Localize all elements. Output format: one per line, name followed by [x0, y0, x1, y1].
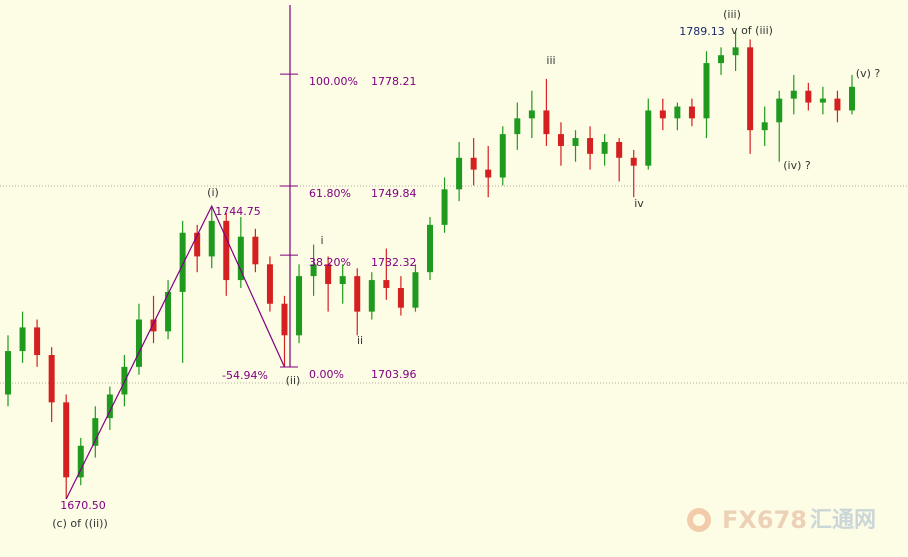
candle-body	[514, 118, 521, 135]
candle-body	[339, 276, 346, 285]
candle-body	[34, 327, 41, 356]
wave-label: (c) of ((ii))	[52, 517, 108, 530]
candle-body	[368, 280, 375, 312]
candle-body	[63, 402, 70, 478]
candle-body	[223, 220, 230, 281]
price-label: 1744.75	[215, 205, 261, 218]
wave-label: (v) ?	[856, 67, 881, 80]
wave-label: iii	[546, 54, 555, 67]
candle-body	[77, 445, 84, 478]
candle-body	[325, 264, 332, 285]
wave-label: (ii)	[286, 374, 301, 387]
candle-body	[849, 86, 855, 111]
fib-extension: -54.94%	[222, 369, 268, 382]
wave-line	[65, 204, 286, 500]
candle-body	[165, 291, 172, 332]
candle-body	[703, 63, 710, 119]
wave-label: v of (iii)	[731, 24, 773, 37]
candle-body	[790, 90, 797, 99]
candle-body	[194, 232, 201, 257]
candle-body	[310, 264, 317, 277]
candle-body	[819, 98, 826, 103]
candle-body	[354, 276, 361, 312]
candle-body	[587, 138, 594, 154]
candle-body	[397, 287, 404, 308]
watermark-logo	[687, 508, 711, 532]
candle-body	[208, 220, 215, 257]
price-label: 1789.13	[679, 25, 725, 38]
candle-body	[441, 189, 448, 225]
wave-label: (iv) ?	[783, 159, 811, 172]
candle-body	[19, 327, 26, 352]
candle-body	[237, 236, 244, 281]
candle-body	[499, 134, 506, 178]
candle-body	[543, 110, 550, 135]
candle-body	[150, 319, 157, 332]
candle-body	[834, 98, 841, 111]
candle-body	[485, 169, 492, 178]
wave-label: iv	[634, 197, 644, 210]
candle-body	[5, 351, 11, 395]
candle-body	[601, 142, 608, 154]
price-label: 1670.50	[60, 499, 106, 512]
candle-body	[179, 232, 186, 292]
fib-price: 1778.21	[371, 75, 417, 88]
fib-ratio: 100.00%	[309, 75, 358, 88]
candle-body	[616, 142, 623, 158]
watermark-logo	[693, 514, 705, 526]
candle-body	[674, 106, 681, 119]
candle-body	[528, 110, 535, 119]
fib-ratio: 38.20%	[309, 256, 351, 269]
candle-body	[412, 272, 419, 308]
candle-body	[688, 106, 695, 119]
candle-body	[281, 303, 288, 336]
watermark-text: FX678	[722, 506, 807, 534]
candle-body	[732, 47, 739, 56]
wave-label: (i)	[207, 186, 219, 199]
candle-body	[747, 47, 754, 131]
wave-label: i	[320, 234, 323, 247]
candle-body	[456, 157, 463, 190]
fib-ratio: 61.80%	[309, 187, 351, 200]
candle-body	[557, 134, 564, 146]
candle-body	[266, 264, 273, 304]
watermark-text: 汇通网	[810, 508, 876, 533]
candle-body	[572, 138, 579, 146]
candle-body	[761, 122, 768, 131]
wave-label: (iii)	[723, 8, 741, 21]
wave-label: ii	[357, 334, 363, 347]
candle-body	[383, 280, 390, 288]
candle-body	[427, 224, 433, 273]
candle-body	[106, 394, 113, 419]
candle-body	[92, 418, 99, 446]
candle-body	[470, 157, 477, 170]
candle-body	[296, 276, 303, 336]
candle-body	[805, 90, 812, 103]
watermark: FX678 汇通网	[687, 506, 876, 534]
candle-body	[776, 98, 783, 123]
candle-body	[630, 157, 637, 166]
candle-body	[48, 355, 55, 403]
candle-body	[645, 110, 652, 166]
fib-ratio: 0.00%	[309, 368, 344, 381]
candle-body	[135, 319, 142, 367]
candle-body	[659, 110, 666, 119]
candle-body	[252, 236, 259, 265]
candle-body	[718, 55, 725, 64]
fib-price: 1703.96	[371, 368, 417, 381]
fib-price: 1732.32	[371, 256, 417, 269]
fib-price: 1749.84	[371, 187, 417, 200]
